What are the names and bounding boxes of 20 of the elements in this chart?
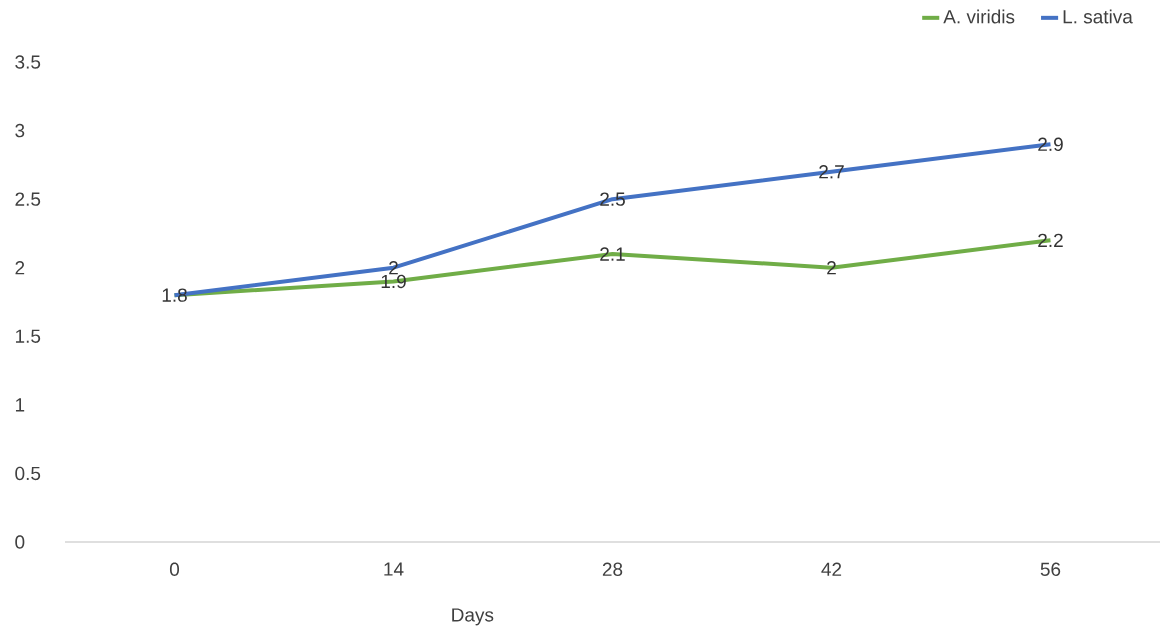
y-tick-label: 1 <box>15 398 25 412</box>
y-tick-label: 3 <box>15 123 25 138</box>
y-tick-label: 2 <box>15 261 25 275</box>
data-label: 1.9 <box>381 274 406 289</box>
y-tick-label: 1.5 <box>15 329 41 343</box>
x-tick-label: 0 <box>169 562 180 576</box>
y-tick-label: 0.5 <box>15 466 41 481</box>
x-tick-label: 28 <box>602 562 623 576</box>
legend-label: A. viridis <box>943 9 1015 24</box>
data-label: 2.9 <box>1038 137 1063 152</box>
x-axis-title: Days <box>452 608 494 626</box>
legend-label: L. sativa <box>1063 9 1133 24</box>
data-label: 1.8 <box>162 288 187 302</box>
x-tick-label: 14 <box>384 562 404 576</box>
y-tick-label: 2.5 <box>15 192 41 206</box>
y-tick-label: 3.5 <box>15 55 41 69</box>
x-tick-label: 42 <box>821 562 842 576</box>
x-tick-label: 56 <box>1040 562 1061 576</box>
y-tick-label: 0 <box>15 535 25 549</box>
data-label: 2.2 <box>1038 233 1063 247</box>
